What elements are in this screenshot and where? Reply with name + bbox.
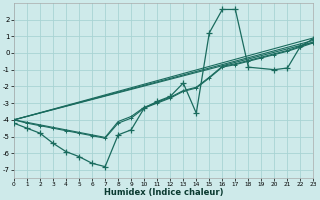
X-axis label: Humidex (Indice chaleur): Humidex (Indice chaleur) bbox=[104, 188, 223, 197]
